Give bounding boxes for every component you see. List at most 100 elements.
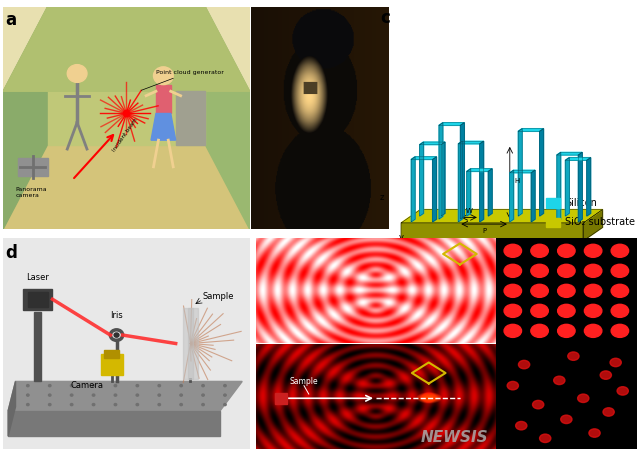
Circle shape	[557, 304, 575, 317]
Circle shape	[584, 244, 602, 257]
Circle shape	[114, 385, 116, 387]
Text: W: W	[466, 208, 472, 214]
Circle shape	[114, 333, 119, 337]
Polygon shape	[8, 382, 242, 411]
Circle shape	[224, 403, 226, 406]
Polygon shape	[47, 7, 205, 145]
Circle shape	[561, 415, 572, 424]
Circle shape	[27, 385, 29, 387]
Circle shape	[136, 385, 139, 387]
Polygon shape	[565, 158, 591, 160]
Polygon shape	[183, 308, 193, 379]
Circle shape	[158, 394, 161, 396]
Circle shape	[584, 324, 602, 338]
Circle shape	[611, 244, 628, 257]
Circle shape	[507, 382, 518, 390]
Polygon shape	[8, 411, 220, 436]
Circle shape	[504, 244, 522, 257]
Circle shape	[136, 403, 139, 406]
Circle shape	[532, 400, 544, 409]
Circle shape	[518, 360, 530, 369]
Circle shape	[114, 394, 116, 396]
Circle shape	[584, 264, 602, 278]
Polygon shape	[557, 153, 561, 222]
Circle shape	[202, 385, 204, 387]
Circle shape	[224, 394, 226, 396]
Circle shape	[611, 284, 628, 297]
Circle shape	[180, 403, 182, 406]
Circle shape	[531, 284, 548, 297]
Text: Silicon: Silicon	[565, 198, 597, 208]
Polygon shape	[412, 157, 436, 159]
Polygon shape	[3, 7, 250, 91]
Polygon shape	[565, 158, 569, 216]
Circle shape	[70, 385, 73, 387]
Polygon shape	[579, 153, 582, 222]
Polygon shape	[467, 169, 492, 171]
Polygon shape	[583, 210, 602, 241]
Text: x: x	[423, 240, 428, 249]
Text: Iris: Iris	[110, 311, 123, 320]
Text: y: y	[399, 233, 404, 242]
Circle shape	[540, 434, 551, 442]
Text: Point cloud generator: Point cloud generator	[141, 70, 224, 90]
Circle shape	[611, 304, 628, 317]
Circle shape	[557, 244, 575, 257]
Circle shape	[610, 358, 621, 367]
Text: Sample: Sample	[290, 376, 318, 386]
Text: P: P	[482, 228, 486, 234]
Text: c: c	[381, 9, 390, 27]
Polygon shape	[156, 85, 171, 114]
Circle shape	[92, 394, 95, 396]
Polygon shape	[412, 157, 415, 222]
Polygon shape	[8, 382, 15, 436]
Circle shape	[516, 421, 527, 430]
Circle shape	[202, 403, 204, 406]
Circle shape	[554, 376, 565, 385]
Polygon shape	[151, 114, 176, 140]
Text: NEWSIS: NEWSIS	[421, 430, 489, 445]
Polygon shape	[460, 123, 465, 219]
Circle shape	[158, 385, 161, 387]
Text: Incident beam: Incident beam	[111, 117, 138, 152]
Circle shape	[158, 403, 161, 406]
Polygon shape	[175, 91, 205, 145]
Polygon shape	[510, 170, 535, 173]
Polygon shape	[401, 223, 583, 241]
Polygon shape	[518, 129, 522, 216]
Circle shape	[600, 371, 611, 379]
Polygon shape	[540, 129, 543, 216]
Circle shape	[27, 394, 29, 396]
Polygon shape	[439, 123, 443, 219]
Bar	[100, 354, 123, 375]
Circle shape	[154, 67, 173, 85]
Polygon shape	[531, 170, 535, 222]
Polygon shape	[480, 141, 484, 222]
Point	[122, 110, 132, 117]
Text: z: z	[380, 193, 384, 202]
Text: Sample: Sample	[203, 292, 234, 301]
Bar	[23, 289, 52, 310]
Circle shape	[568, 352, 579, 360]
Polygon shape	[401, 210, 602, 223]
Circle shape	[92, 403, 95, 406]
Circle shape	[114, 403, 116, 406]
Polygon shape	[441, 142, 445, 216]
Circle shape	[67, 65, 87, 82]
Circle shape	[611, 324, 628, 338]
Circle shape	[603, 408, 614, 416]
Text: Laser: Laser	[26, 273, 49, 283]
Polygon shape	[3, 7, 47, 229]
Circle shape	[578, 394, 589, 403]
Circle shape	[557, 264, 575, 278]
Circle shape	[180, 385, 182, 387]
Polygon shape	[587, 158, 591, 216]
Text: Panorama
camera: Panorama camera	[15, 187, 47, 197]
Text: H: H	[514, 178, 519, 184]
Circle shape	[92, 385, 95, 387]
Text: a: a	[6, 11, 17, 29]
Circle shape	[589, 429, 600, 437]
Circle shape	[531, 264, 548, 278]
Bar	[546, 198, 561, 208]
Circle shape	[224, 385, 226, 387]
